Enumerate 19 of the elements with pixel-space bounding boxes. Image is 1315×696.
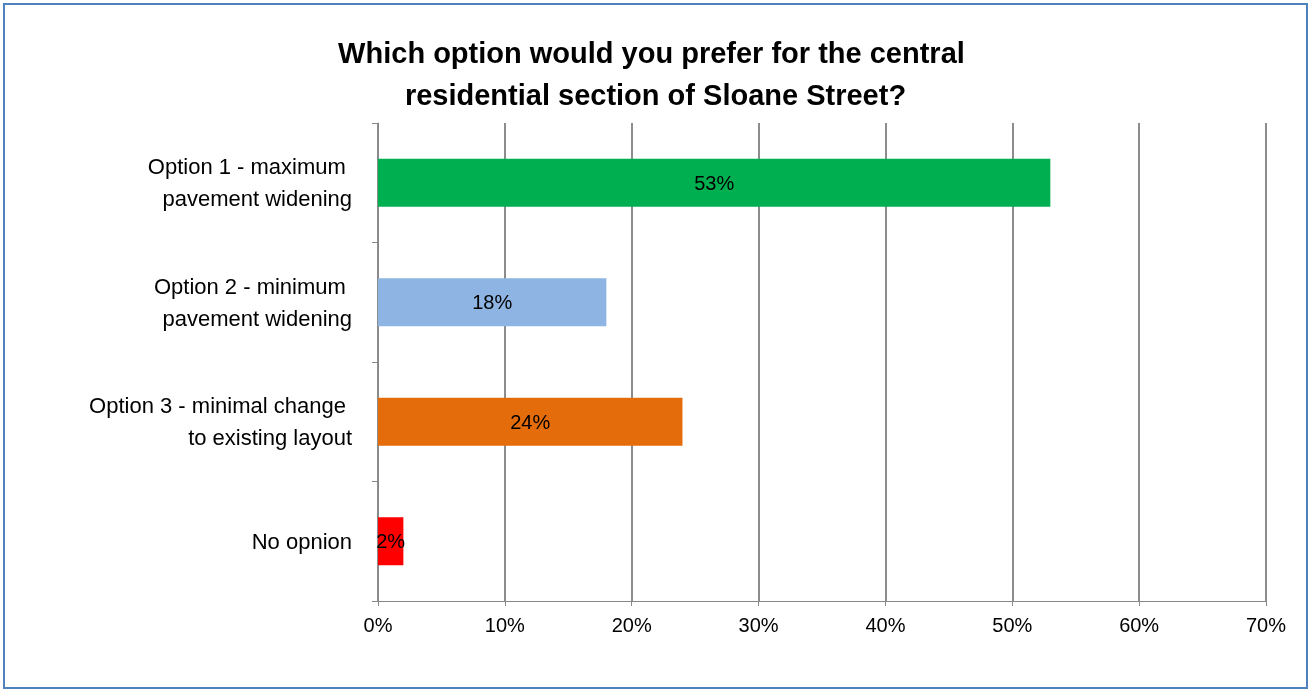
data-label: 24% <box>510 410 551 433</box>
bar <box>378 397 683 446</box>
y-tick-label: Option 2 - minimum pavement widening <box>153 273 352 331</box>
x-tick-label: 20% <box>611 614 652 636</box>
data-label: 53% <box>694 171 735 194</box>
bar <box>378 278 607 327</box>
x-tick-label: 40% <box>865 614 906 636</box>
data-label: 18% <box>472 291 513 314</box>
chart-title: Which option would you prefer for the central residential section of Sloane Street? <box>338 37 973 111</box>
x-tick-label: 50% <box>992 614 1033 636</box>
bar <box>378 158 1051 207</box>
x-tick-label: 60% <box>1119 614 1160 636</box>
y-tick-label: No opnion <box>251 528 352 554</box>
y-tick-label: Option 1 - maximum pavement widening <box>147 154 352 212</box>
x-tick-label: 10% <box>484 614 526 636</box>
x-tick-label: 30% <box>738 614 779 636</box>
y-tick-label: Option 3 - minimal change to existing layout <box>89 393 352 451</box>
x-tick-label: 0% <box>363 614 393 636</box>
x-tick-label: 70% <box>1245 614 1287 636</box>
